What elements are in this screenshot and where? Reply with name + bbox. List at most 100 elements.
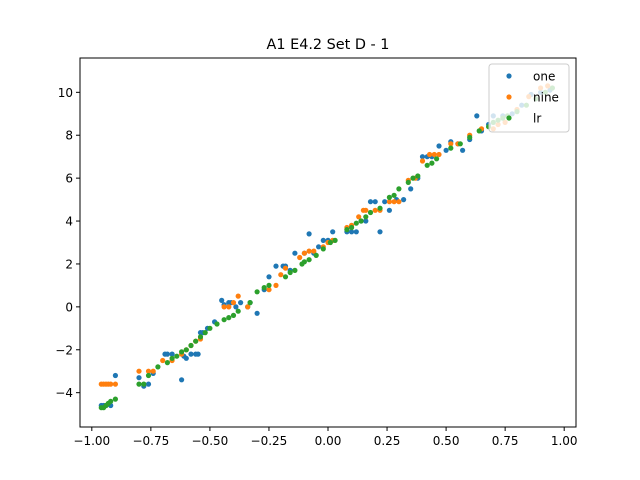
point-one	[195, 351, 201, 357]
point-lr	[282, 274, 289, 280]
point-lr	[141, 381, 147, 387]
chart-title: A1 E4.2 Set D - 1	[267, 37, 390, 53]
point-nine	[221, 304, 227, 310]
point-one	[145, 381, 152, 387]
point-lr	[207, 325, 213, 331]
point-lr	[145, 372, 152, 379]
point-lr	[429, 160, 435, 166]
point-nine	[396, 199, 402, 205]
point-one	[292, 250, 298, 256]
x-tick-label: 0.75	[492, 434, 519, 448]
point-one	[266, 274, 272, 280]
point-lr	[164, 360, 170, 366]
point-nine	[448, 141, 454, 147]
y-axis: −4 −2 0 2 4 6 8 10	[55, 86, 80, 400]
point-one	[169, 351, 175, 357]
point-lr	[405, 179, 411, 185]
point-nine	[266, 287, 272, 293]
point-one	[273, 263, 279, 269]
point-lr	[386, 194, 392, 200]
point-one	[363, 218, 369, 224]
point-nine	[372, 207, 378, 213]
legend-marker-nine	[506, 94, 512, 100]
point-lr	[155, 364, 161, 370]
point-lr	[391, 192, 397, 198]
point-lr	[174, 353, 180, 359]
legend-label-nine: nine	[533, 91, 559, 105]
point-nine	[363, 207, 369, 213]
point-nine	[391, 199, 397, 205]
point-one	[367, 199, 374, 205]
point-one	[382, 199, 388, 205]
point-lr	[266, 282, 272, 288]
point-lr	[410, 175, 416, 181]
point-lr	[424, 162, 430, 168]
x-tick-label: −0.50	[192, 434, 229, 448]
point-nine	[306, 248, 312, 254]
point-one	[233, 304, 239, 310]
point-lr	[112, 396, 118, 402]
y-tick-label: −4	[55, 386, 73, 400]
point-lr	[254, 289, 260, 295]
point-lr	[327, 239, 333, 246]
point-one	[136, 375, 142, 381]
point-lr	[353, 220, 359, 226]
point-nine	[282, 265, 289, 271]
legend-label-one: one	[533, 70, 555, 84]
x-tick-label: −0.25	[251, 434, 288, 448]
point-lr	[226, 315, 232, 321]
point-lr	[183, 347, 189, 353]
legend-frame	[488, 63, 570, 133]
point-lr	[108, 398, 114, 404]
point-lr	[358, 218, 364, 224]
y-tick-label: 2	[65, 257, 73, 271]
point-one	[179, 377, 185, 383]
point-lr	[457, 141, 463, 147]
point-lr	[169, 355, 175, 361]
point-lr	[367, 209, 374, 216]
point-one	[219, 297, 225, 303]
point-nine	[427, 151, 433, 158]
point-lr	[136, 381, 142, 387]
point-one	[320, 237, 326, 243]
point-one	[377, 229, 383, 235]
point-lr	[332, 237, 338, 243]
point-lr	[363, 214, 369, 220]
point-nine	[230, 300, 237, 306]
point-lr	[188, 342, 194, 349]
x-tick-label: 0.25	[374, 434, 401, 448]
point-lr	[377, 205, 383, 211]
point-lr	[179, 349, 185, 355]
point-nine	[112, 381, 118, 387]
point-nine	[297, 254, 303, 261]
point-lr	[396, 186, 402, 192]
point-lr	[306, 257, 312, 263]
point-one	[386, 207, 392, 213]
point-one	[353, 229, 359, 235]
point-lr	[221, 317, 227, 323]
point-nine	[301, 250, 307, 256]
point-nine	[245, 304, 251, 310]
y-tick-label: 10	[58, 86, 73, 100]
point-lr	[415, 173, 421, 179]
point-one	[330, 229, 336, 235]
y-tick-label: 4	[65, 215, 73, 229]
point-nine	[419, 158, 426, 164]
point-lr	[287, 269, 293, 276]
point-lr	[349, 224, 355, 231]
point-one	[436, 143, 442, 149]
point-lr	[320, 246, 326, 252]
point-nine	[145, 368, 152, 374]
point-lr	[230, 312, 237, 318]
point-nine	[436, 151, 442, 158]
point-one	[188, 351, 194, 357]
x-tick-label: −1.00	[73, 434, 110, 448]
point-lr	[247, 300, 253, 306]
point-one	[474, 113, 480, 119]
point-one	[238, 300, 244, 306]
point-one	[316, 244, 322, 250]
point-lr	[197, 334, 204, 340]
point-lr	[235, 308, 241, 314]
point-one	[183, 355, 189, 361]
x-tick-label: −0.75	[132, 434, 169, 448]
